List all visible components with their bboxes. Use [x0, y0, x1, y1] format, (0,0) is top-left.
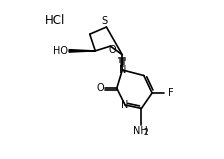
Text: N: N	[119, 65, 126, 75]
Polygon shape	[69, 50, 95, 52]
Text: HCl: HCl	[45, 14, 66, 27]
Text: S: S	[101, 17, 107, 26]
Text: NH: NH	[133, 126, 148, 136]
Text: F: F	[168, 88, 173, 98]
Text: N: N	[121, 100, 129, 110]
Text: O: O	[108, 45, 116, 55]
Text: HO: HO	[53, 46, 68, 56]
Text: O: O	[96, 83, 104, 93]
Text: 2: 2	[144, 128, 148, 137]
